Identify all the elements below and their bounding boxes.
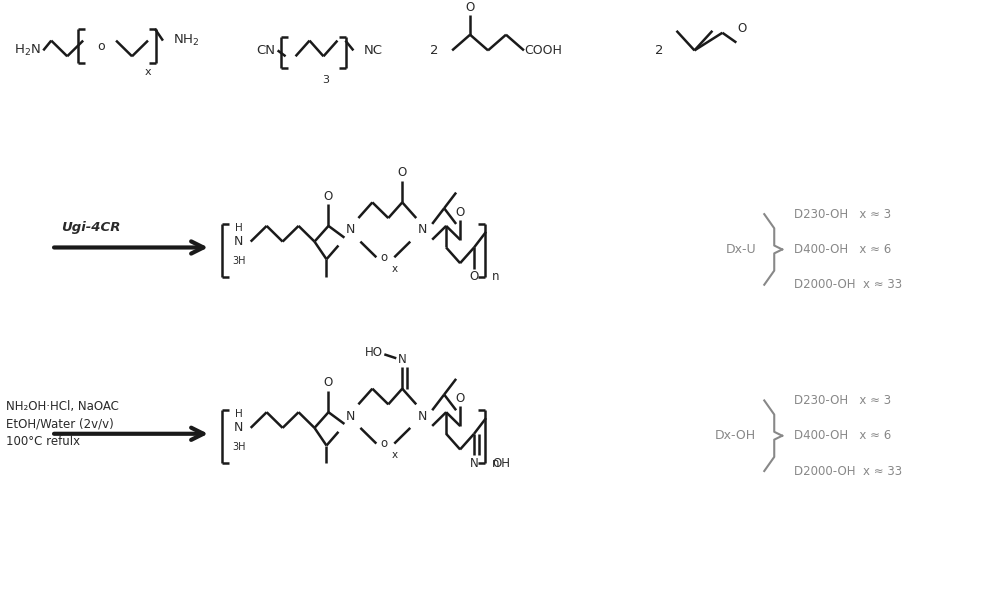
Text: Dx-OH: Dx-OH <box>715 429 756 442</box>
Text: D230-OH   x ≈ 3: D230-OH x ≈ 3 <box>794 394 891 407</box>
Text: x: x <box>391 264 397 274</box>
Text: D400-OH   x ≈ 6: D400-OH x ≈ 6 <box>794 429 891 442</box>
Text: O: O <box>398 166 407 179</box>
Text: O: O <box>469 270 479 283</box>
Text: NC: NC <box>363 44 382 57</box>
Text: O: O <box>324 376 333 389</box>
Text: n: n <box>492 457 500 470</box>
Text: CN: CN <box>257 44 276 57</box>
Text: O: O <box>455 206 465 219</box>
Text: N: N <box>418 410 427 422</box>
Text: H: H <box>235 223 243 233</box>
Text: n: n <box>492 270 500 283</box>
Text: o: o <box>381 437 388 450</box>
Text: H: H <box>235 409 243 419</box>
Text: EtOH/Water (2v/v): EtOH/Water (2v/v) <box>6 418 114 431</box>
Text: H$_2$N: H$_2$N <box>14 43 41 58</box>
Text: 3H: 3H <box>232 256 245 266</box>
Text: 2: 2 <box>655 44 663 57</box>
Text: D2000-OH  x ≈ 33: D2000-OH x ≈ 33 <box>794 278 902 291</box>
Text: o: o <box>97 40 105 53</box>
Text: O: O <box>465 1 475 14</box>
Text: 3H: 3H <box>232 443 245 453</box>
Text: Ugi-4CR: Ugi-4CR <box>61 222 121 235</box>
Text: D2000-OH  x ≈ 33: D2000-OH x ≈ 33 <box>794 465 902 478</box>
Text: 2: 2 <box>430 44 439 57</box>
Text: N: N <box>234 421 243 434</box>
Text: N: N <box>470 457 478 470</box>
Text: D400-OH   x ≈ 6: D400-OH x ≈ 6 <box>794 243 891 256</box>
Text: O: O <box>738 23 747 35</box>
Text: N: N <box>346 410 355 422</box>
Text: NH$_2$: NH$_2$ <box>173 33 199 48</box>
Text: N: N <box>398 353 407 366</box>
Text: D230-OH   x ≈ 3: D230-OH x ≈ 3 <box>794 208 891 220</box>
Text: x: x <box>145 67 151 77</box>
Text: o: o <box>381 251 388 264</box>
Text: HO: HO <box>365 346 383 359</box>
Text: O: O <box>455 392 465 405</box>
Text: OH: OH <box>492 457 510 470</box>
Text: O: O <box>324 190 333 203</box>
Text: N: N <box>418 223 427 236</box>
Text: NH₂OH·HCl, NaOAC: NH₂OH·HCl, NaOAC <box>6 400 119 413</box>
Text: COOH: COOH <box>524 44 562 57</box>
Text: N: N <box>346 223 355 236</box>
Text: x: x <box>391 450 397 460</box>
Text: Dx-U: Dx-U <box>726 243 756 256</box>
Text: 3: 3 <box>322 75 329 85</box>
Text: 100°C refulx: 100°C refulx <box>6 435 80 448</box>
Text: N: N <box>234 235 243 248</box>
